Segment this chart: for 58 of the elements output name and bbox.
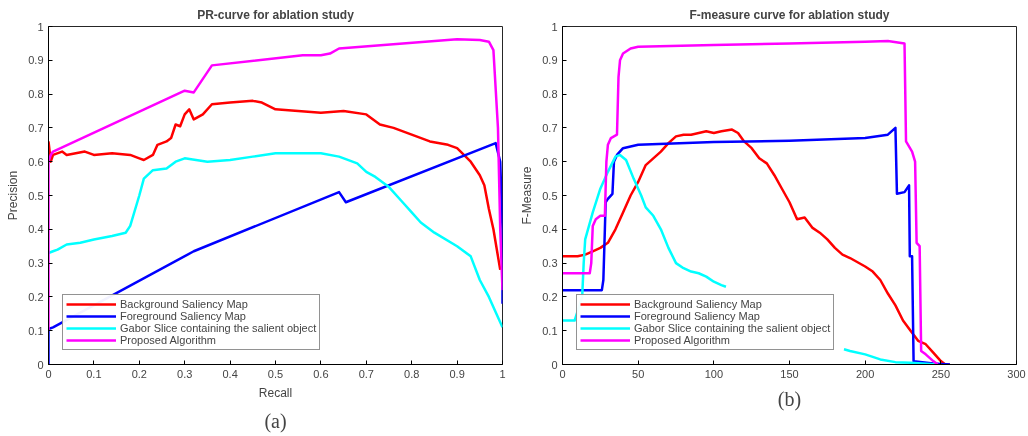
y-tick-label: 0.6 [542,155,558,168]
legend-label: Gabor Slice containing the salient object [634,322,831,334]
x-tick-label: 0.8 [404,367,420,380]
y-tick-label: 0.7 [542,121,558,134]
legend-label: Background Saliency Map [120,298,248,310]
x-tick-label: 50 [632,367,645,380]
line-series [48,99,502,272]
y-tick-label: 0.1 [28,324,44,337]
legend-label: Foreground Saliency Map [120,310,246,322]
x-axis-title: Recall [258,385,293,400]
x-tick-label: 0.5 [267,367,284,380]
y-tick-label: 1 [37,20,44,33]
x-tick-label: 1 [499,367,506,380]
y-tick-label: 0.4 [28,223,44,236]
y-axis-title: F-Measure [520,166,535,225]
legend-label: Proposed Algorithm [634,334,730,346]
x-tick-label: 0.4 [222,367,238,380]
chart-title: PR-curve for ablation study [197,7,355,22]
y-tick-label: 0.8 [542,88,558,101]
y-tick-label: 0 [37,358,44,371]
y-tick-label: 0.9 [542,54,558,67]
y-tick-label: 0.5 [542,189,558,202]
y-tick-label: 0.6 [28,155,44,168]
y-tick-label: 0 [551,358,558,371]
line-series [48,38,503,332]
y-tick-label: 0.2 [542,290,558,303]
x-tick-label: 0 [45,367,52,380]
y-tick-label: 0.2 [28,290,44,303]
y-tick-label: 0.3 [542,257,558,270]
legend-label: Background Saliency Map [634,298,762,310]
legend-label: Foreground Saliency Map [634,310,760,322]
y-tick-label: 0.8 [28,88,44,101]
x-tick-label: 200 [855,367,875,380]
x-tick-label: 0.2 [131,367,147,380]
legend-label: Proposed Algorithm [120,334,216,346]
text: (a) [264,409,287,433]
x-tick-label: 0.7 [358,367,374,380]
y-axis-title: Precision [6,170,21,221]
text: (b) [777,387,802,411]
y-tick-label: 0.4 [542,223,558,236]
chart-title: F-measure curve for ablation study [689,7,890,22]
x-tick-label: 0 [559,367,566,380]
y-tick-label: 0.5 [28,189,44,202]
x-tick-label: 300 [1007,367,1026,380]
y-tick-label: 0.3 [28,257,44,270]
y-tick-label: 1 [551,20,558,33]
x-tick-label: 250 [931,367,951,380]
y-tick-label: 0.1 [542,324,558,337]
x-tick-label: 0.3 [177,367,193,380]
y-tick-label: 0.7 [28,121,44,134]
x-tick-label: 100 [704,367,724,380]
x-tick-label: 0.6 [313,367,329,380]
x-tick-label: 0.9 [449,367,465,380]
x-tick-label: 150 [780,367,799,380]
y-tick-label: 0.9 [28,54,44,67]
legend-label: Gabor Slice containing the salient object [120,322,317,334]
x-tick-label: 0.1 [86,367,102,380]
line-series [562,39,940,365]
